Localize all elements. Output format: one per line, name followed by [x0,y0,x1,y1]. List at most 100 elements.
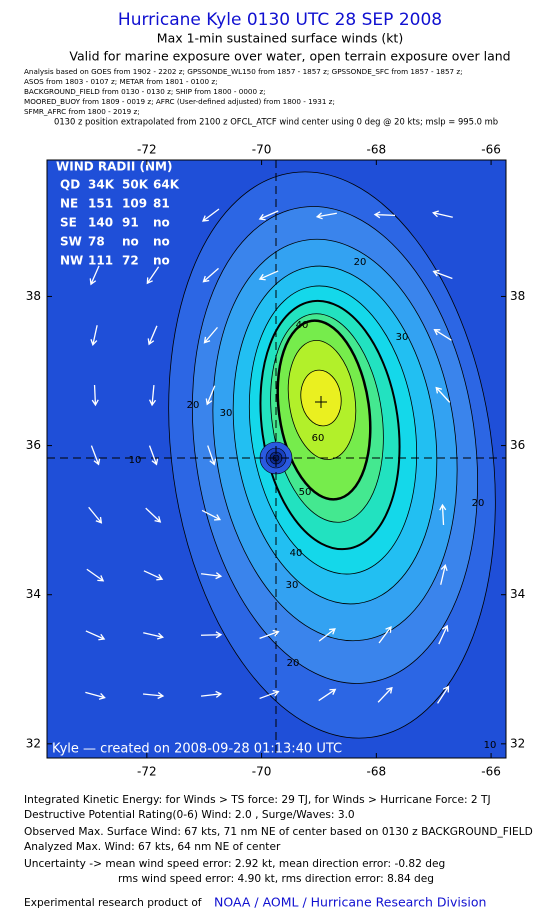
radii-cell: NW [60,254,83,268]
radii-cell: 81 [153,197,170,211]
wind-arrow [91,384,99,407]
radii-cell: 78 [88,235,105,249]
valid-note: Valid for marine exposure over water, op… [69,49,510,64]
wind-arrow [148,384,157,407]
contour-label: 20 [187,400,200,411]
wind-arrow [148,445,159,466]
y-tick-label: 34 [26,587,41,601]
contour-label: 40 [290,548,303,559]
wind-arrow [200,631,223,639]
wind-arrow [259,689,280,700]
contour-label: 20 [287,658,300,669]
radii-cell: no [122,235,139,249]
subtitle: Max 1-min sustained surface winds (kt) [157,31,403,46]
wind-arrow [432,210,453,218]
max-wind-marker [315,396,327,408]
wind-arrow [202,267,219,283]
x-tick-label: -72 [137,143,157,157]
y-tick-label: 32 [26,736,41,750]
radii-cell: 50K [122,178,149,192]
contour-label: 10 [484,740,497,751]
wind-arrow [142,691,165,700]
y-tick-label: 32 [510,736,525,750]
radii-cell: QD [60,178,80,192]
source-line: ASOS from 1803 - 0107 z; METAR from 1801… [24,77,218,86]
wind-arrow [435,386,451,403]
x-tick-label: -68 [367,143,387,157]
wind-arrow [258,270,279,281]
footer-line: Observed Max. Surface Wind: 67 kts, 71 n… [24,826,533,838]
wind-arrow [432,269,453,280]
footer-line: rms wind speed error: 4.90 kt, rms direc… [118,873,434,885]
wind-arrow [378,625,392,644]
wind-arrow [318,688,337,702]
wind-arrow [437,685,450,704]
wind-arrow [85,630,106,641]
x-tick-label: -70 [252,143,272,157]
wind-arrow [200,572,223,580]
wind-arrow [433,329,452,341]
footer-line: Destructive Potential Rating(0-6) Wind: … [24,809,355,821]
wind-arrow [373,211,396,219]
contour-label: 30 [396,332,409,343]
map-credit: Kyle — created on 2008-09-28 01:13:40 UT… [52,742,342,757]
radii-cell: 111 [88,254,113,268]
contour-label: 20 [472,498,485,509]
wind-arrow [438,624,449,645]
x-tick-label: -66 [481,143,501,157]
contour-label: 30 [220,408,233,419]
source-line: SFMR_AFRC from 1800 - 2019 z; [24,107,140,116]
contour-label: 50 [299,487,312,498]
footer-line: Analyzed Max. Wind: 67 kts, 64 nm NE of … [24,841,281,853]
footer-line: Uncertainty -> mean wind speed error: 2.… [24,858,445,870]
position-note: 0130 z position extrapolated from 2100 z… [54,117,498,127]
wind-arrow [318,628,336,642]
contour-label: 30 [286,580,299,591]
wind-arrow [377,686,393,703]
source-line: Analysis based on GOES from 1902 - 2202 … [24,67,463,76]
radii-cell: NE [60,197,78,211]
x-tick-label: -66 [481,765,501,779]
x-tick-label: -72 [137,765,157,779]
wind-arrow [258,210,279,221]
wind-arrow [143,632,164,640]
contour-label: 20 [354,257,367,268]
wind-arrow [85,691,106,700]
x-tick-label: -68 [367,765,387,779]
y-tick-label: 34 [510,587,525,601]
radii-cell: no [153,235,170,249]
wind-arrow [200,690,223,698]
credit-org: NOAA / AOML / Hurricane Research Divisio… [214,895,486,910]
wind-arrow [203,326,218,344]
radii-cell: 140 [88,216,113,230]
wind-arrow [205,385,216,406]
wind-arrow [89,265,100,286]
radii-cell: 72 [122,254,139,268]
wind-arrow [439,503,447,526]
map: 20 30 40 60 50 40 30 20 20 20 10 10 30 Kyle — created… [47,160,506,758]
wind-arrow [207,445,217,466]
wind-arrow [90,325,98,347]
radii-title: WIND RADII (NM) [56,160,172,174]
x-tick-label: -70 [252,765,272,779]
wind-arrow [86,568,105,582]
radii-cell: SE [60,216,77,230]
y-tick-label: 36 [26,438,41,452]
contour-label: 40 [296,320,309,331]
wind-arrow [147,325,158,346]
y-tick-label: 38 [510,289,525,303]
wind-arrow [88,506,103,524]
contour-label: 60 [312,433,325,444]
y-tick-label: 38 [26,289,41,303]
title: Hurricane Kyle 0130 UTC 28 SEP 2008 [118,10,442,30]
wind-arrow [440,564,448,585]
y-tick-label: 36 [510,438,525,452]
footer-line: Integrated Kinetic Energy: for Winds > T… [24,794,491,806]
contour-label: 10 [129,455,142,466]
wind-arrow [201,208,220,222]
wind-arrow [315,212,337,220]
radii-cell: no [153,216,170,230]
map-frame [46,159,507,759]
source-line: MOORED_BUOY from 1809 - 0019 z; AFRC (Us… [24,97,335,106]
